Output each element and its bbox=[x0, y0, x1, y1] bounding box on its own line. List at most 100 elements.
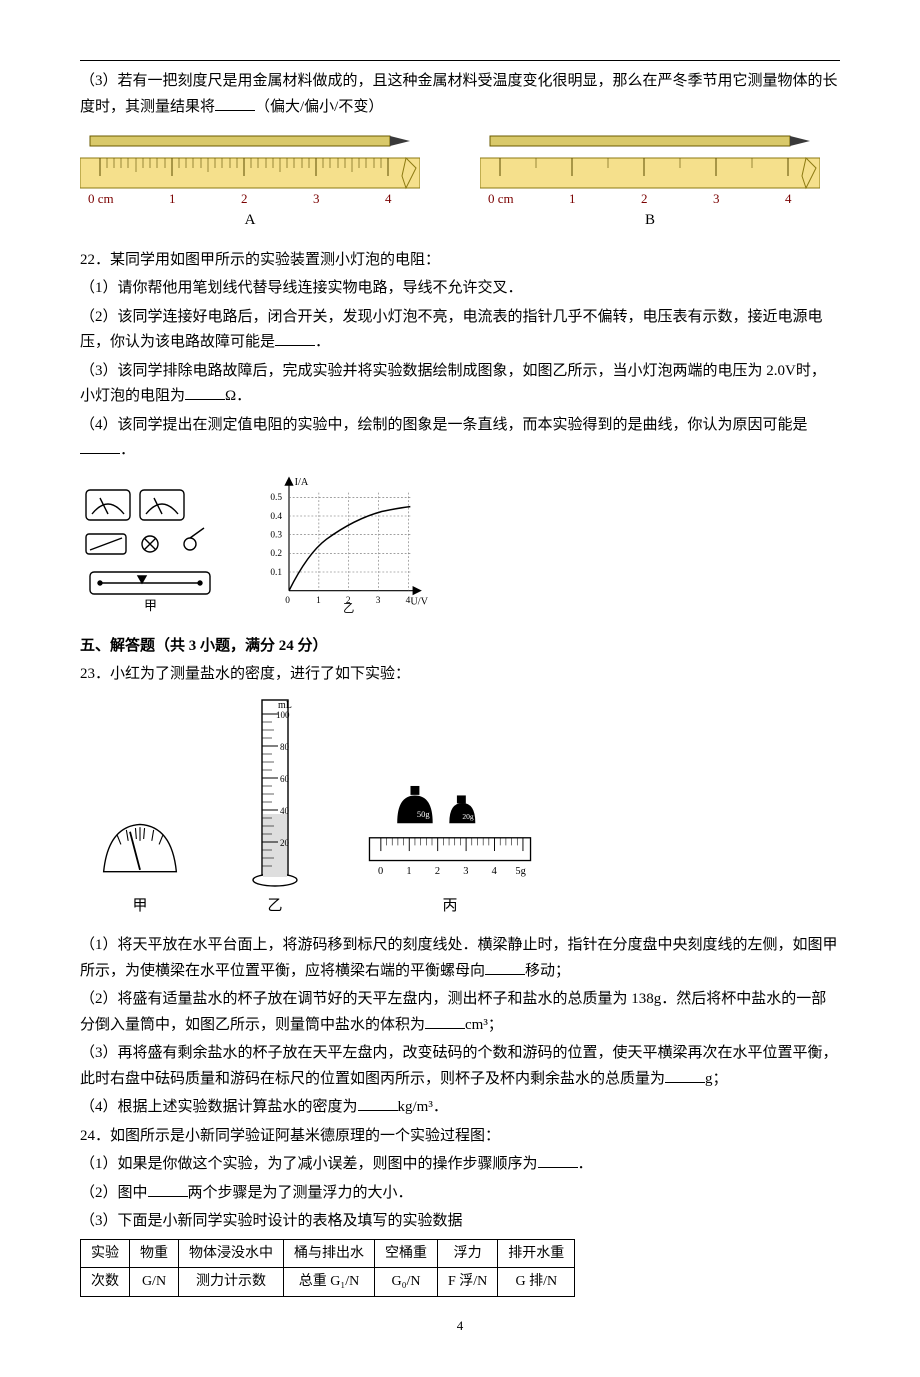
q24-table: 实验 物重 物体浸没水中 桶与排出水 空桶重 浮力 排开水重 次数 G/N 测力… bbox=[80, 1239, 575, 1298]
svg-text:0: 0 bbox=[285, 595, 290, 605]
svg-text:50g: 50g bbox=[417, 808, 431, 818]
q21-part3-text: （3）若有一把刻度尺是用金属材料做成的，且这种金属材料受温度变化很明显，那么在严… bbox=[80, 73, 838, 115]
q23-p4a: （4）根据上述实验数据计算盐水的密度为 bbox=[80, 1099, 358, 1115]
q22-p2-tail: ． bbox=[315, 334, 330, 350]
table-cell: 物体浸没水中 bbox=[179, 1239, 284, 1268]
fig-yi: 乙 bbox=[267, 894, 282, 920]
q22-p4: （4）该同学提出在测定值电阻的实验中，绘制的图象是一条直线，而本实验得到的是曲线… bbox=[80, 413, 840, 464]
svg-text:4: 4 bbox=[385, 191, 392, 206]
q22-p3b: Ω． bbox=[225, 388, 251, 404]
svg-text:3: 3 bbox=[313, 191, 320, 206]
q24-p1b: ． bbox=[578, 1156, 593, 1172]
q23-p1-blank[interactable] bbox=[485, 960, 525, 975]
svg-text:0: 0 bbox=[378, 865, 383, 876]
svg-text:乙: 乙 bbox=[343, 602, 354, 614]
q21-part3-tail: （偏大/偏小/不变） bbox=[255, 99, 383, 115]
table-row: 次数 G/N 测力计示数 总重 G₁/N G₀/N F 浮/N G 排/N bbox=[81, 1268, 575, 1297]
svg-text:20: 20 bbox=[280, 838, 290, 848]
q21-blank[interactable] bbox=[215, 96, 255, 111]
graph-xlabel: U/V bbox=[410, 596, 428, 607]
q23-p1b: 移动； bbox=[525, 963, 570, 979]
svg-text:0 cm: 0 cm bbox=[88, 191, 114, 206]
svg-text:1: 1 bbox=[316, 595, 321, 605]
table-cell: 测力计示数 bbox=[179, 1268, 284, 1297]
svg-text:60: 60 bbox=[280, 774, 290, 784]
svg-text:1: 1 bbox=[569, 191, 576, 206]
svg-text:0.4: 0.4 bbox=[270, 511, 282, 521]
q24-p2: （2）图中 两个步骤是为了测量浮力的大小． bbox=[80, 1181, 840, 1207]
q22-p3: （3）该同学排除电路故障后，完成实验并将实验数据绘制成图象，如图乙所示，当小灯泡… bbox=[80, 359, 840, 410]
q22-p4a: （4）该同学提出在测定值电阻的实验中，绘制的图象是一条直线，而本实验得到的是曲线… bbox=[80, 417, 808, 433]
ruler-b-label: B bbox=[645, 208, 655, 234]
q23-p1: （1）将天平放在水平台面上，将游码移到标尺的刻度线处．横梁静止时，指针在分度盘中… bbox=[80, 933, 840, 984]
table-cell: 实验 bbox=[81, 1239, 130, 1268]
svg-text:3: 3 bbox=[463, 865, 468, 876]
q24-p2a: （2）图中 bbox=[80, 1185, 148, 1201]
q22-figures: 甲 I/A U/V 0.50.40.30.20.1 01234 乙 bbox=[80, 474, 840, 614]
page-number: 4 bbox=[80, 1315, 840, 1337]
q22-stem: 22．某同学用如图甲所示的实验装置测小灯泡的电阻： bbox=[80, 248, 840, 274]
graduated-cylinder: mL 100 80 60 40 20 bbox=[240, 694, 310, 894]
svg-text:4: 4 bbox=[785, 191, 792, 206]
q24-stem: 24．如图所示是小新同学验证阿基米德原理的一个实验过程图： bbox=[80, 1124, 840, 1150]
section5-title: 五、解答题（共 3 小题，满分 24 分） bbox=[80, 634, 840, 660]
ruler-a: 0 cm 1 2 3 4 bbox=[80, 128, 420, 208]
q23-p4-blank[interactable] bbox=[358, 1096, 398, 1111]
svg-text:0.2: 0.2 bbox=[270, 549, 282, 559]
weights-and-scale: 50g 20g 0 1 2 3 4 5g bbox=[360, 774, 540, 894]
table-cell: 空桶重 bbox=[375, 1239, 438, 1268]
table-cell: 物重 bbox=[130, 1239, 179, 1268]
balance-dial bbox=[90, 804, 190, 894]
table-cell: G₀/N bbox=[375, 1268, 438, 1297]
svg-text:0.3: 0.3 bbox=[270, 530, 282, 540]
q24-p1: （1）如果是你做这个实验，为了减小误差，则图中的操作步骤顺序为 ． bbox=[80, 1152, 840, 1178]
svg-text:甲: 甲 bbox=[144, 598, 157, 613]
table-cell: 浮力 bbox=[438, 1239, 498, 1268]
q23-p2b: cm³； bbox=[465, 1017, 503, 1033]
q23-p2: （2）将盛有适量盐水的杯子放在调节好的天平左盘内，测出杯子和盐水的总质量为 13… bbox=[80, 987, 840, 1038]
svg-text:1: 1 bbox=[406, 865, 411, 876]
q23-p3b: g； bbox=[705, 1071, 728, 1087]
svg-text:80: 80 bbox=[280, 742, 290, 752]
q21-part3: （3）若有一把刻度尺是用金属材料做成的，且这种金属材料受温度变化很明显，那么在严… bbox=[80, 69, 840, 120]
table-row: 实验 物重 物体浸没水中 桶与排出水 空桶重 浮力 排开水重 bbox=[81, 1239, 575, 1268]
q24-p1a: （1）如果是你做这个实验，为了减小误差，则图中的操作步骤顺序为 bbox=[80, 1156, 538, 1172]
table-cell: F 浮/N bbox=[438, 1268, 498, 1297]
svg-text:0.1: 0.1 bbox=[270, 567, 282, 577]
q22-p2-text: （2）该同学连接好电路后，闭合开关，发现小灯泡不亮，电流表的指针几乎不偏转，电压… bbox=[80, 309, 823, 351]
svg-text:40: 40 bbox=[280, 806, 290, 816]
svg-text:3: 3 bbox=[376, 595, 381, 605]
q23-figures: 甲 mL 100 80 60 40 20 乙 bbox=[80, 694, 840, 920]
svg-text:2: 2 bbox=[435, 865, 440, 876]
table-cell: 排开水重 bbox=[498, 1239, 575, 1268]
q24-p2-blank[interactable] bbox=[148, 1182, 188, 1197]
q22-p2: （2）该同学连接好电路后，闭合开关，发现小灯泡不亮，电流表的指针几乎不偏转，电压… bbox=[80, 305, 840, 356]
table-cell: 次数 bbox=[81, 1268, 130, 1297]
table-cell: 总重 G₁/N bbox=[284, 1268, 375, 1297]
q23-p3-blank[interactable] bbox=[665, 1068, 705, 1083]
q22-p3-blank[interactable] bbox=[185, 385, 225, 400]
q22-p4-blank[interactable] bbox=[80, 439, 120, 454]
q24-p1-blank[interactable] bbox=[538, 1153, 578, 1168]
q24-p2b: 两个步骤是为了测量浮力的大小． bbox=[188, 1185, 413, 1201]
table-cell: G 排/N bbox=[498, 1268, 575, 1297]
svg-text:5g: 5g bbox=[515, 865, 525, 876]
svg-text:100: 100 bbox=[276, 710, 290, 720]
svg-text:2: 2 bbox=[241, 191, 248, 206]
q22-p4b: ． bbox=[120, 442, 135, 458]
svg-text:2: 2 bbox=[641, 191, 648, 206]
q22-p2-blank[interactable] bbox=[275, 331, 315, 346]
circuit-diagram: 甲 bbox=[80, 484, 230, 614]
q23-p3: （3）再将盛有剩余盐水的杯子放在天平左盘内，改变砝码的个数和游码的位置，使天平横… bbox=[80, 1041, 840, 1092]
fig-jia: 甲 bbox=[132, 894, 147, 920]
q23-p2-blank[interactable] bbox=[425, 1014, 465, 1029]
q22-p1: （1）请你帮他用笔划线代替导线连接实物电路，导线不允许交叉． bbox=[80, 276, 840, 302]
svg-text:20g: 20g bbox=[462, 811, 474, 820]
svg-text:4: 4 bbox=[406, 595, 411, 605]
q23-p1a: （1）将天平放在水平台面上，将游码移到标尺的刻度线处．横梁静止时，指针在分度盘中… bbox=[80, 937, 838, 979]
ruler-b: 0 cm 1 2 3 4 bbox=[480, 128, 820, 208]
svg-text:3: 3 bbox=[713, 191, 720, 206]
svg-text:4: 4 bbox=[492, 865, 498, 876]
ruler-a-label: A bbox=[245, 208, 256, 234]
q23-p4: （4）根据上述实验数据计算盐水的密度为kg/m³． bbox=[80, 1095, 840, 1121]
